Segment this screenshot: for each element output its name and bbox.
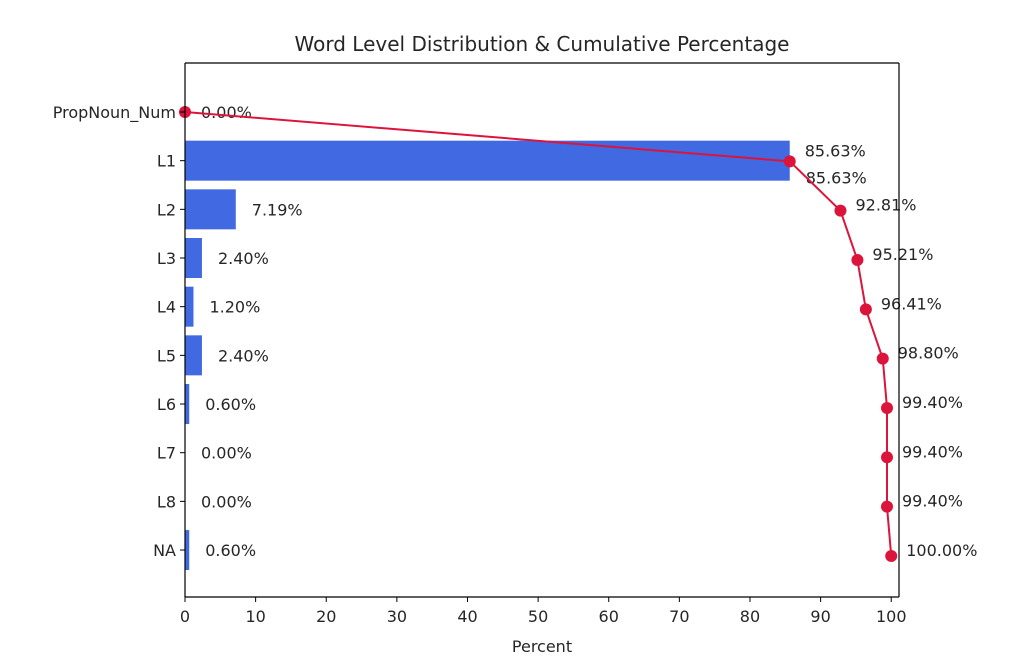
bar: [185, 238, 202, 279]
cumulative-value-label: 99.40%: [902, 492, 963, 511]
bar: [185, 286, 194, 327]
x-tick-label: 80: [740, 607, 760, 626]
bar-value-label: 7.19%: [252, 200, 303, 219]
y-ticks: PropNoun_Num L1 L2 L3 L4 L5 L6 L7 L8 NA: [53, 103, 185, 560]
cumulative-point: [783, 155, 796, 168]
bar: [185, 335, 202, 376]
bar-value-label: 0.60%: [205, 541, 256, 560]
cumulative-point: [851, 253, 864, 266]
bars: [185, 140, 790, 571]
x-tick-label: 50: [528, 607, 548, 626]
cumulative-point: [876, 352, 889, 365]
x-ticks: 0 10 20 30 40 50 60 70 80 90 100: [180, 597, 907, 626]
x-tick-label: 0: [180, 607, 190, 626]
cumulative-point: [885, 549, 898, 562]
x-tick-label: 20: [316, 607, 336, 626]
cumulative-value-label: 85.63%: [805, 141, 866, 160]
cumulative-point: [880, 500, 893, 513]
cumulative-value-label: 99.40%: [902, 393, 963, 412]
cumulative-polyline: [184, 111, 893, 557]
cumulative-value-label: 92.81%: [855, 196, 916, 215]
bar-value-label: 0.00%: [201, 492, 252, 511]
cumulative-labels: 85.63% 92.81% 95.21% 96.41% 98.80% 99.40% 99.4…: [805, 141, 978, 560]
bar: [185, 384, 190, 425]
cumulative-value-label: 98.80%: [898, 344, 959, 363]
cumulative-value-label: 100.00%: [906, 541, 977, 560]
y-tick-label: L3: [157, 249, 176, 268]
cumulative-line: [179, 106, 898, 562]
chart-title: Word Level Distribution & Cumulative Per…: [295, 32, 790, 56]
y-tick-label: PropNoun_Num: [53, 103, 176, 123]
y-tick-label: L8: [157, 492, 176, 511]
bar-value-label: 85.63%: [806, 169, 867, 188]
x-tick-label: 10: [245, 607, 265, 626]
cumulative-point: [834, 204, 847, 217]
bar-value-label: 0.00%: [201, 103, 252, 122]
y-tick-label: L2: [157, 200, 176, 219]
y-tick-label: L1: [157, 152, 176, 171]
y-tick-label: L6: [157, 395, 176, 414]
bar-value-label: 0.00%: [201, 444, 252, 463]
bar: [185, 530, 190, 571]
x-tick-label: 90: [810, 607, 830, 626]
cumulative-point: [880, 451, 893, 464]
bar: [185, 140, 790, 181]
y-tick-label: L5: [157, 346, 176, 365]
x-tick-label: 30: [387, 607, 407, 626]
bar-value-label: 0.60%: [205, 395, 256, 414]
bar-value-label: 2.40%: [218, 346, 269, 365]
cumulative-value-label: 99.40%: [902, 442, 963, 461]
axes: [184, 62, 900, 598]
bar: [185, 189, 236, 230]
cumulative-point: [880, 401, 893, 414]
x-tick-label: 40: [457, 607, 477, 626]
x-axis-label: Percent: [512, 637, 572, 656]
bar-value-label: 1.20%: [209, 298, 260, 317]
bar-value-label: 2.40%: [218, 249, 269, 268]
x-tick-label: 60: [599, 607, 619, 626]
x-tick-label: 70: [669, 607, 689, 626]
y-tick-label: L4: [157, 298, 176, 317]
x-tick-label: 100: [876, 607, 907, 626]
y-tick-label: L7: [157, 444, 176, 463]
bar-labels: 0.00% 85.63% 7.19% 2.40% 1.20% 2.40% 0.60% 0.00…: [201, 103, 867, 560]
y-tick-label: NA: [153, 541, 176, 560]
cumulative-point: [859, 303, 872, 316]
cumulative-value-label: 95.21%: [872, 245, 933, 264]
cumulative-value-label: 96.41%: [881, 294, 942, 313]
